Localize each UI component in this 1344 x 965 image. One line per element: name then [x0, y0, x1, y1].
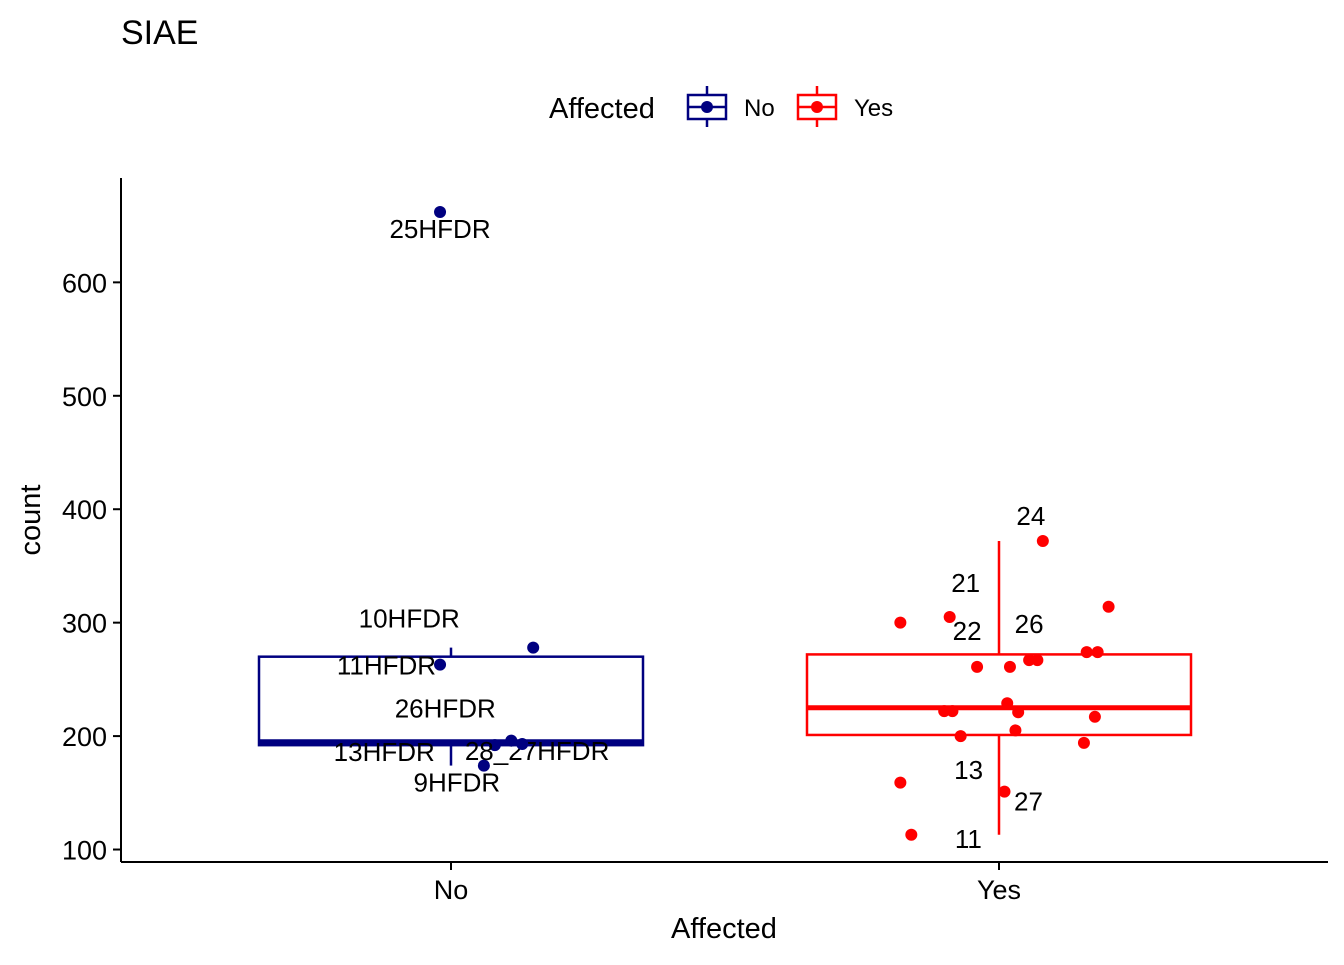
- y-tick-label: 400: [62, 495, 107, 525]
- data-point: [954, 730, 967, 743]
- point-label: 9HFDR: [414, 768, 501, 798]
- point-label: 22: [953, 616, 982, 646]
- y-tick-label: 100: [62, 836, 107, 866]
- data-point: [905, 828, 918, 841]
- data-point: [1102, 600, 1115, 613]
- y-tick-label: 200: [62, 722, 107, 752]
- box: [805, 653, 1193, 737]
- x-tick-label: No: [434, 875, 469, 905]
- legend-entry-label: No: [744, 95, 775, 122]
- data-point: [1088, 710, 1101, 723]
- data-point: [894, 776, 907, 789]
- point-label: 21: [951, 568, 980, 598]
- chart-title: SIAE: [121, 14, 198, 52]
- legend-entry-label: Yes: [854, 95, 893, 122]
- legend: Affected No Yes: [549, 86, 893, 127]
- point-label: 24: [1016, 501, 1045, 531]
- data-point: [1009, 724, 1022, 737]
- x-axis-title: Affected: [671, 913, 777, 945]
- point-label: 26: [1015, 609, 1044, 639]
- data-point: [946, 705, 959, 718]
- legend-entry-yes: Yes: [796, 86, 893, 127]
- legend-title: Affected: [549, 93, 655, 125]
- data-point: [1031, 654, 1044, 667]
- point-label: 25HFDR: [389, 214, 490, 244]
- point-label: 26HFDR: [395, 694, 496, 724]
- data-point: [527, 641, 540, 654]
- data-point: [1003, 660, 1016, 673]
- data-point: [505, 734, 518, 747]
- data-point: [1012, 706, 1025, 719]
- y-tick-label: 300: [62, 609, 107, 639]
- legend-key-point: [811, 101, 823, 113]
- point-label: 28_27HFDR: [465, 736, 610, 766]
- data-point: [943, 610, 956, 623]
- x-tick-label: Yes: [977, 875, 1021, 905]
- box: [257, 655, 645, 747]
- point-label: 10HFDR: [359, 604, 460, 634]
- data-point: [434, 206, 447, 219]
- y-tick-label: 600: [62, 268, 107, 298]
- y-tick-label: 500: [62, 382, 107, 412]
- data-point: [1036, 534, 1049, 547]
- legend-entry-no: No: [686, 86, 775, 127]
- point-label: 11HFDR: [337, 651, 436, 681]
- data-point: [1023, 654, 1036, 667]
- data-point: [516, 738, 529, 751]
- point-label: 27: [1014, 787, 1043, 817]
- data-point: [1001, 697, 1014, 710]
- point-label: 13: [954, 755, 983, 785]
- data-point: [938, 705, 951, 718]
- data-point: [477, 759, 490, 772]
- data-point: [1080, 646, 1093, 659]
- data-point: [998, 785, 1011, 798]
- series-yes: 24 21 26 22 13 27 11: [805, 501, 1193, 854]
- y-axis-ticks: 100 200 300 400 500 600: [62, 268, 121, 866]
- point-label: 11: [955, 824, 982, 854]
- data-point: [1077, 736, 1090, 749]
- data-point: [434, 658, 447, 671]
- legend-key-point: [701, 101, 713, 113]
- data-point: [1091, 646, 1104, 659]
- data-point: [971, 660, 984, 673]
- data-point: [894, 616, 907, 629]
- point-label: 13HFDR: [334, 737, 435, 767]
- x-axis-ticks: No Yes: [434, 862, 1021, 905]
- data-point: [488, 739, 501, 752]
- y-axis-title: count: [15, 485, 47, 556]
